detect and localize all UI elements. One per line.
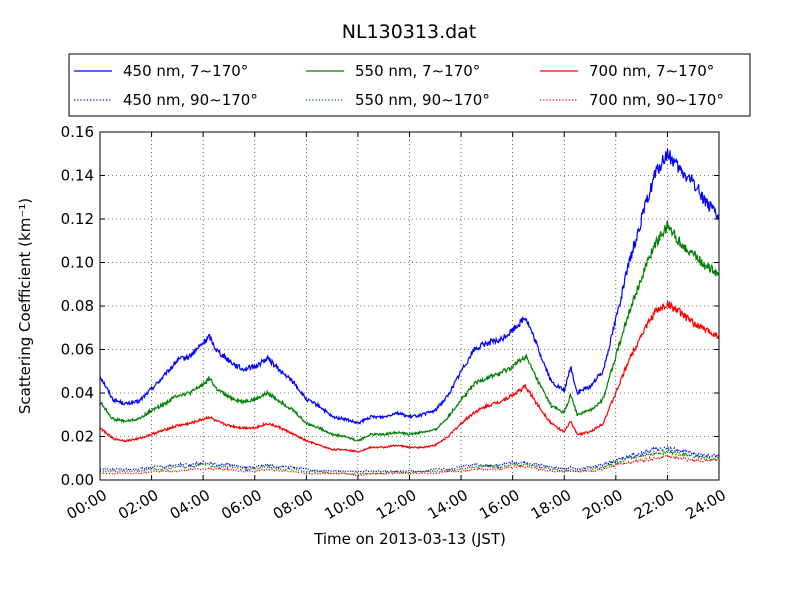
grid bbox=[100, 132, 719, 480]
x-tick-label: 02:00 bbox=[115, 486, 161, 523]
x-tick-label: 08:00 bbox=[270, 486, 316, 523]
legend-label: 700 nm, 7∼170° bbox=[589, 62, 714, 80]
x-tick-label: 04:00 bbox=[167, 486, 213, 523]
legend-label: 550 nm, 90∼170° bbox=[355, 91, 490, 109]
series-layer bbox=[99, 148, 720, 477]
y-tick-labels: 0.00 0.02 0.04 0.06 0.08 0.10 0.12 0.14 0.16 bbox=[61, 123, 94, 489]
series-line bbox=[99, 447, 719, 476]
legend-label: 450 nm, 7∼170° bbox=[123, 62, 248, 80]
series-line bbox=[99, 148, 720, 425]
y-tick-label: 0.08 bbox=[61, 297, 94, 315]
y-axis-label: Scattering Coefficient (km⁻¹) bbox=[16, 198, 34, 414]
x-tick-label: 00:00 bbox=[64, 486, 110, 523]
legend-box bbox=[68, 53, 751, 117]
y-tick-label: 0.14 bbox=[61, 167, 94, 185]
chart-title: NL130313.dat bbox=[342, 21, 477, 43]
x-tick-label: 22:00 bbox=[631, 486, 677, 523]
series-line bbox=[99, 220, 720, 442]
x-tick-label: 16:00 bbox=[476, 486, 522, 523]
y-tick-label: 0.02 bbox=[61, 428, 94, 446]
legend-label: 550 nm, 7∼170° bbox=[355, 62, 480, 80]
plot-frame bbox=[99, 131, 720, 481]
x-tick-label: 06:00 bbox=[218, 486, 264, 523]
y-tick-label: 0.04 bbox=[61, 384, 94, 402]
y-tick-label: 0.12 bbox=[61, 210, 94, 228]
x-tick-label: 12:00 bbox=[373, 486, 419, 523]
y-tick-label: 0.06 bbox=[61, 341, 94, 359]
legend-label: 700 nm, 90∼170° bbox=[589, 91, 724, 109]
x-tick-labels: 00:00 02:00 04:00 06:00 08:00 10:00 12:00 14:00… bbox=[64, 486, 729, 523]
legend-label: 450 nm, 90∼170° bbox=[123, 91, 258, 109]
series-line bbox=[99, 443, 720, 474]
x-tick-label: 10:00 bbox=[321, 486, 367, 523]
series-line bbox=[99, 452, 720, 477]
y-tick-label: 0.00 bbox=[61, 471, 94, 489]
y-tick-label: 0.10 bbox=[61, 254, 94, 272]
x-tick-label: 24:00 bbox=[683, 486, 729, 523]
y-tick-label: 0.16 bbox=[61, 123, 94, 141]
legend: 450 nm, 7∼170° 550 nm, 7∼170° 700 nm, 7∼17… bbox=[68, 53, 751, 117]
x-tick-label: 18:00 bbox=[528, 486, 574, 523]
x-tick-label: 20:00 bbox=[579, 486, 625, 523]
x-tick-label: 14:00 bbox=[425, 486, 471, 523]
x-axis-label: Time on 2013-03-13 (JST) bbox=[313, 530, 506, 548]
series-line bbox=[100, 300, 720, 453]
